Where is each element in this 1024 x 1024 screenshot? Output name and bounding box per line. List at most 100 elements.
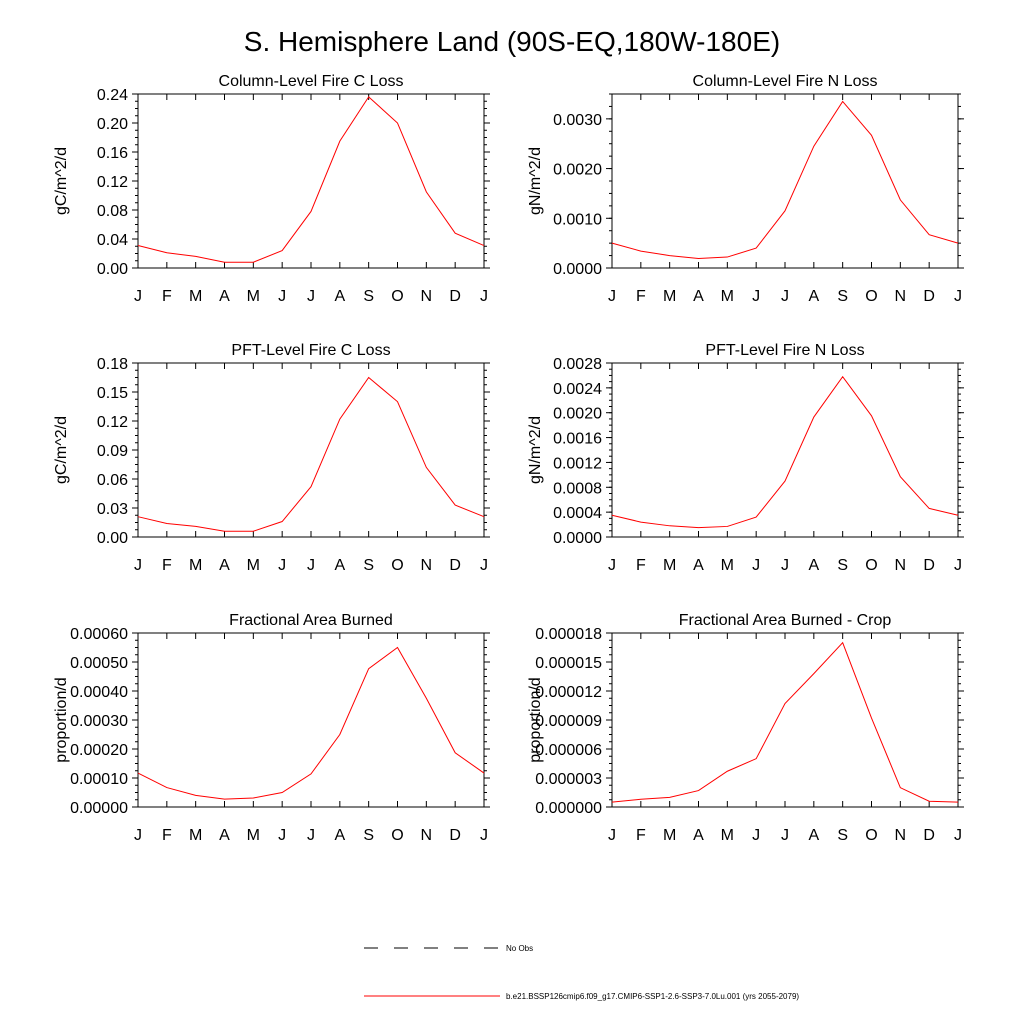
x-tick-label: A [334,288,345,305]
x-tick-label: O [865,288,877,305]
x-tick-label: M [721,827,734,844]
x-tick-label: J [278,827,286,844]
x-tick-label: A [808,557,819,574]
x-tick-label: N [421,827,433,844]
x-tick-label: M [247,288,260,305]
x-tick-label: J [608,288,616,305]
x-tick-label: S [837,557,848,574]
x-tick-label: F [636,288,646,305]
x-tick-label: J [278,557,286,574]
x-tick-label: A [219,827,230,844]
x-tick-label: O [391,827,403,844]
x-tick-label: D [923,827,935,844]
x-tick-label: D [449,827,461,844]
x-tick-label: A [693,827,704,844]
x-tick-label: A [334,557,345,574]
y-tick-label: 0.0000 [553,261,602,278]
y-tick-label: 0.00050 [70,655,128,672]
x-tick-label: M [189,288,202,305]
y-tick-label: 0.000003 [535,771,602,788]
y-tick-label: 0.0016 [553,431,602,448]
x-tick-label: J [480,288,488,305]
series-line [137,646,485,800]
y-tick-label: 0.0020 [553,406,602,423]
x-tick-label: N [895,288,907,305]
x-tick-label: D [449,557,461,574]
y-axis-label: proportion/d [527,677,544,762]
x-tick-label: F [636,827,646,844]
x-tick-label: J [480,557,488,574]
x-tick-label: J [781,288,789,305]
y-tick-label: 0.00020 [70,742,128,759]
x-tick-label: J [781,557,789,574]
x-tick-label: J [752,827,760,844]
x-tick-label: O [865,557,877,574]
y-tick-label: 0.12 [97,414,128,431]
y-tick-label: 0.000000 [535,800,602,817]
plot-frame [137,362,485,538]
y-tick-label: 0.0010 [553,211,602,228]
y-axis-label: gN/m^2/d [527,416,544,484]
y-tick-label: 0.09 [97,443,128,460]
y-axis-label: gC/m^2/d [53,416,70,484]
x-tick-label: N [421,557,433,574]
x-tick-label: N [421,288,433,305]
legend: No Obs b.e21.BSSP126cmip6.f09_g17.CMIP6-… [364,944,799,1001]
x-tick-label: D [923,288,935,305]
y-tick-label: 0.06 [97,472,128,489]
y-tick-label: 0.000012 [535,684,602,701]
y-tick-label: 0.000015 [535,655,602,672]
panel-title: Fractional Area Burned [229,612,393,629]
y-tick-label: 0.04 [97,232,128,249]
y-tick-label: 0.0004 [553,505,602,522]
legend-no-obs-label: No Obs [506,944,533,953]
x-tick-label: A [219,288,230,305]
y-tick-label: 0.00060 [70,626,128,643]
y-tick-label: 0.08 [97,203,128,220]
x-tick-label: J [480,827,488,844]
x-tick-label: F [636,557,646,574]
y-tick-label: 0.000009 [535,713,602,730]
y-tick-label: 0.00030 [70,713,128,730]
plot-frame [137,93,485,269]
x-tick-label: S [363,288,374,305]
x-tick-label: J [608,557,616,574]
y-tick-label: 0.000006 [535,742,602,759]
x-tick-label: O [391,288,403,305]
y-tick-label: 0.24 [97,87,128,104]
x-tick-label: M [247,557,260,574]
x-tick-label: M [663,288,676,305]
y-tick-label: 0.0030 [553,112,602,129]
y-tick-label: 0.00040 [70,684,128,701]
x-tick-label: A [808,827,819,844]
x-tick-label: M [189,827,202,844]
x-tick-label: M [189,557,202,574]
x-tick-label: F [162,288,172,305]
x-tick-label: J [278,288,286,305]
series-line [611,641,959,803]
y-tick-label: 0.12 [97,174,128,191]
x-tick-label: J [752,288,760,305]
x-tick-label: S [837,827,848,844]
series-line [611,375,959,529]
x-tick-label: A [334,827,345,844]
y-tick-label: 0.0012 [553,455,602,472]
x-tick-label: S [363,557,374,574]
y-tick-label: 0.000018 [535,626,602,643]
y-axis-label: gC/m^2/d [53,147,70,215]
x-tick-label: A [693,557,704,574]
x-tick-label: J [307,827,315,844]
x-tick-label: M [663,557,676,574]
y-tick-label: 0.0024 [553,381,602,398]
y-tick-label: 0.0008 [553,480,602,497]
y-tick-label: 0.00000 [70,800,128,817]
x-tick-label: N [895,827,907,844]
x-tick-label: M [721,288,734,305]
y-tick-label: 0.16 [97,145,128,162]
